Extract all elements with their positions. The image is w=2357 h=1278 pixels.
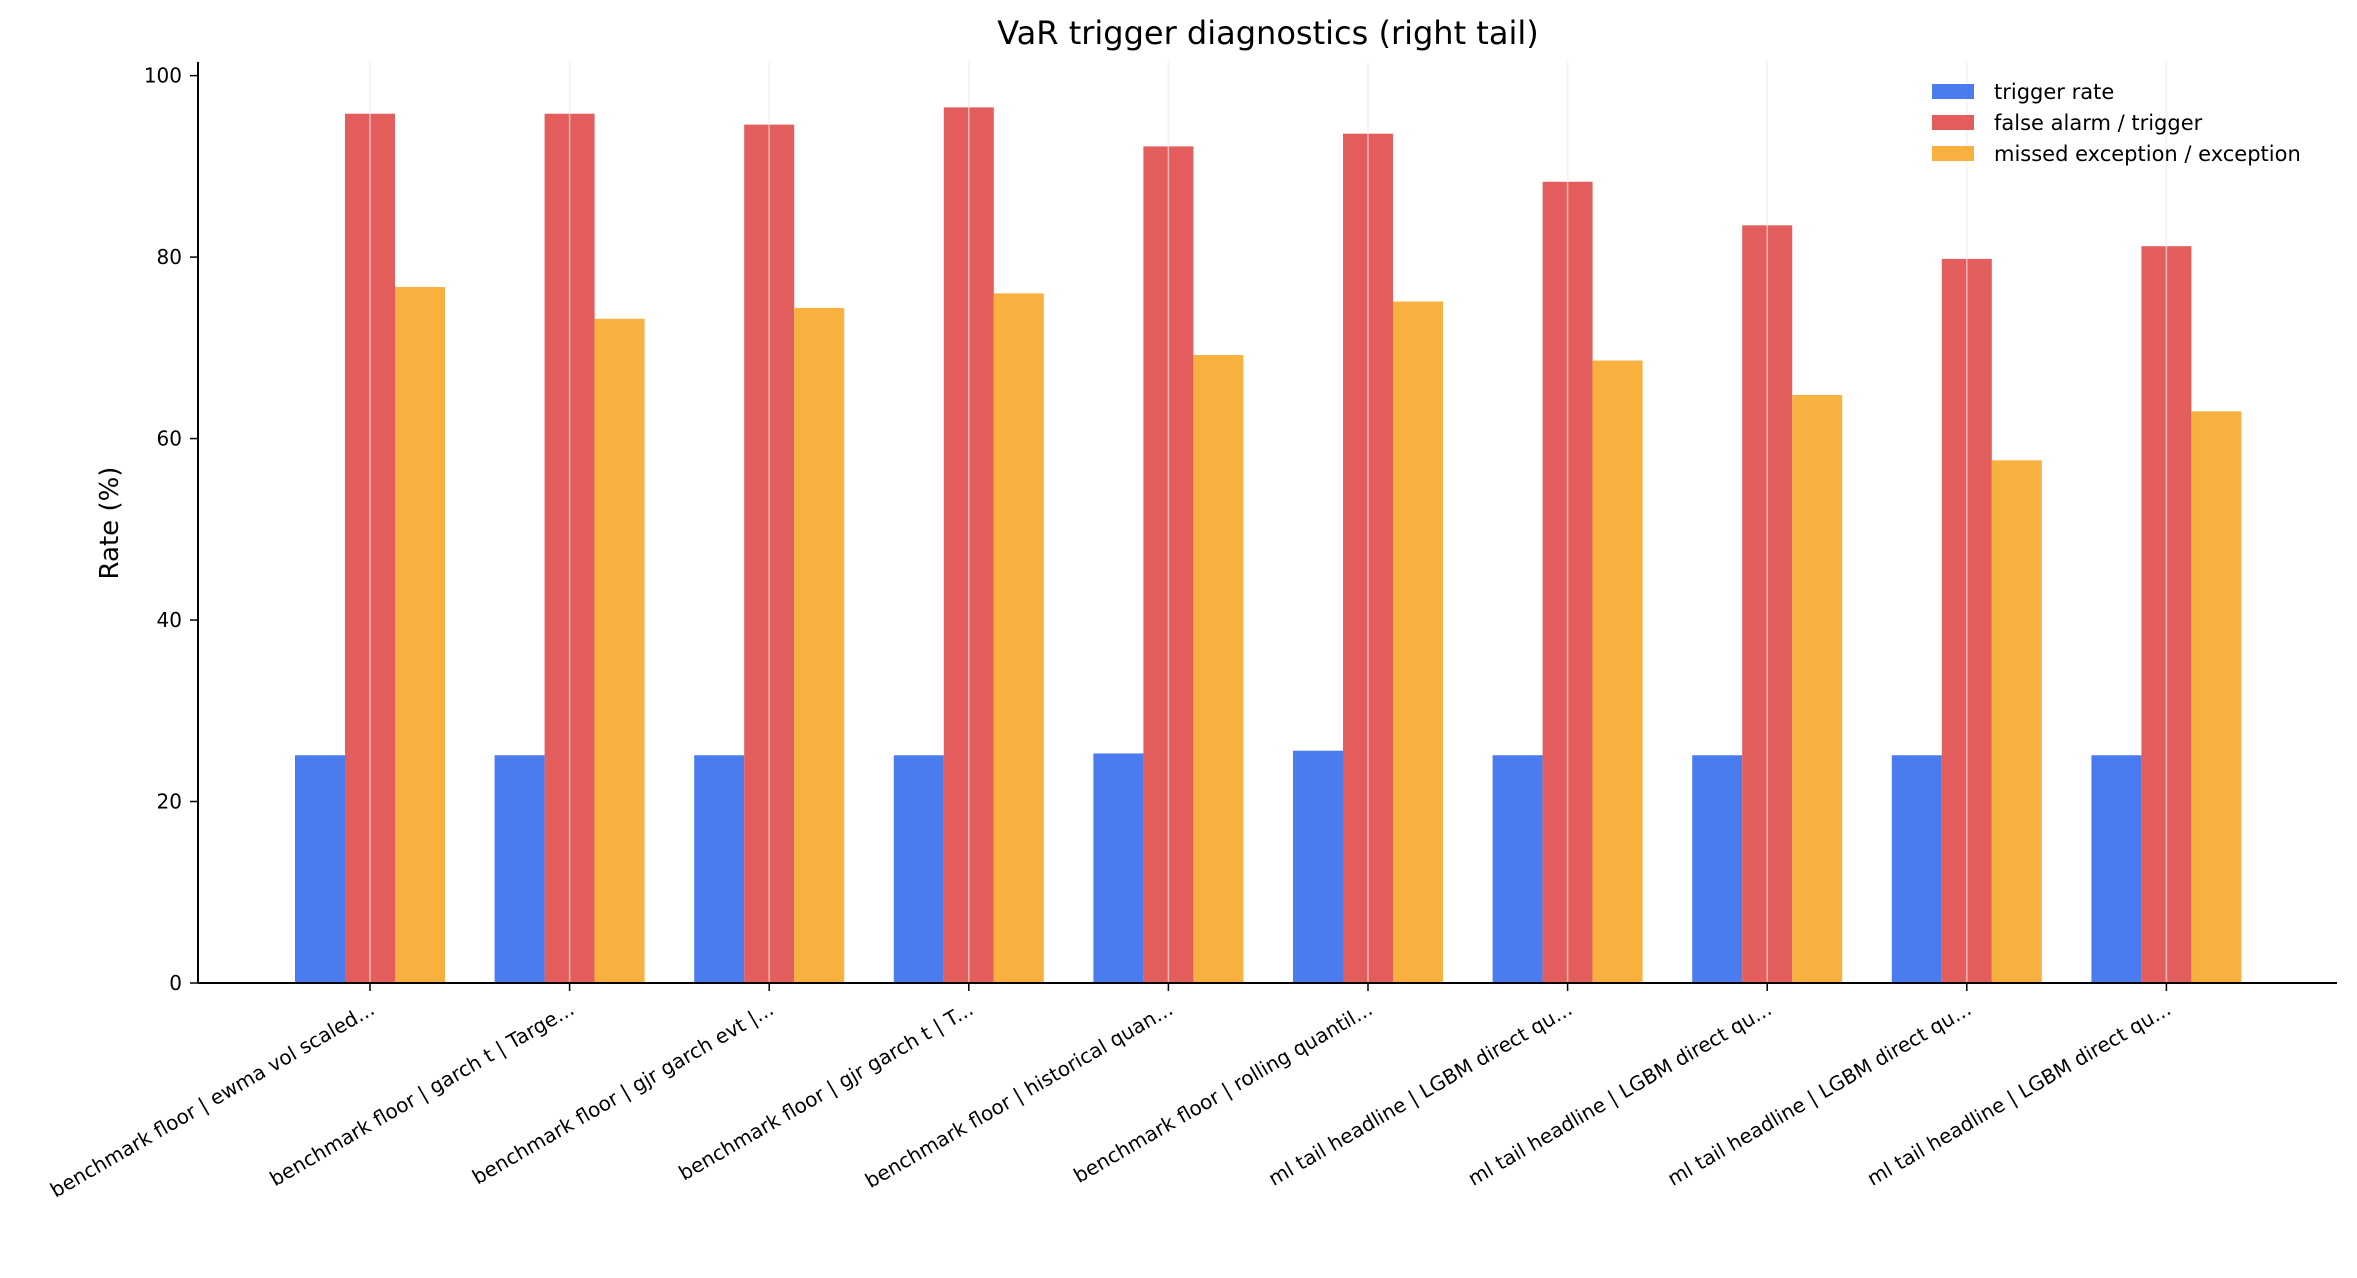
- chart-title: VaR trigger diagnostics (right tail): [997, 14, 1538, 52]
- bar-missed-exception-exception: [1792, 395, 1843, 983]
- legend-swatch: [1932, 146, 1974, 161]
- bars: [295, 62, 2242, 984]
- x-tick-label: benchmark floor | ewma vol scaled...: [46, 997, 378, 1203]
- y-tick-label: 60: [157, 427, 182, 451]
- y-axis-title: Rate (%): [95, 467, 125, 580]
- bar-trigger-rate: [1692, 755, 1743, 983]
- x-tick-label: benchmark floor | historical quan...: [861, 997, 1177, 1193]
- x-axis-ticks: benchmark floor | ewma vol scaled...benc…: [46, 983, 2175, 1202]
- bar-missed-exception-exception: [2191, 411, 2242, 983]
- bar-missed-exception-exception: [1393, 301, 1443, 983]
- bar-trigger-rate: [694, 755, 745, 983]
- legend: trigger rate false alarm / trigger missed …: [1932, 80, 2301, 166]
- bar-missed-exception-exception: [594, 318, 645, 983]
- bar-trigger-rate: [494, 755, 545, 983]
- bar-trigger-rate: [2091, 755, 2142, 983]
- bar-trigger-rate: [1492, 755, 1543, 983]
- bar-trigger-rate: [1093, 753, 1144, 983]
- bar-trigger-rate: [1293, 750, 1343, 983]
- bar-missed-exception-exception: [1193, 355, 1244, 984]
- legend-label: false alarm / trigger: [1994, 111, 2203, 135]
- y-tick-label: 0: [169, 971, 182, 995]
- bar-missed-exception-exception: [993, 293, 1044, 983]
- bar-trigger-rate: [1891, 755, 1942, 983]
- y-axis-ticks: 0 20 40 60 80 100: [144, 64, 198, 995]
- x-tick-label: ml tail headline | LGBM direct qu...: [1264, 997, 1576, 1191]
- bar-trigger-rate: [295, 755, 345, 983]
- y-tick-label: 80: [157, 245, 182, 269]
- bar-missed-exception-exception: [395, 287, 445, 984]
- x-tick-label: benchmark floor | garch t | Targe...: [265, 997, 578, 1191]
- bar-missed-exception-exception: [1991, 460, 2042, 983]
- x-tick-label: ml tail headline | LGBM direct qu...: [1663, 997, 1975, 1191]
- y-tick-label: 100: [144, 64, 182, 88]
- bar-trigger-rate: [893, 755, 944, 983]
- legend-swatch: [1932, 115, 1974, 130]
- x-tick-label: ml tail headline | LGBM direct qu...: [1464, 997, 1776, 1191]
- legend-label: missed exception / exception: [1994, 142, 2301, 166]
- bar-missed-exception-exception: [1592, 360, 1643, 984]
- legend-label: trigger rate: [1994, 80, 2114, 104]
- x-tick-label: ml tail headline | LGBM direct qu...: [1863, 997, 2175, 1191]
- bar-missed-exception-exception: [794, 307, 845, 983]
- y-tick-label: 20: [157, 790, 182, 814]
- axes: [197, 62, 2337, 984]
- legend-swatch: [1932, 84, 1974, 99]
- y-tick-label: 40: [157, 608, 182, 632]
